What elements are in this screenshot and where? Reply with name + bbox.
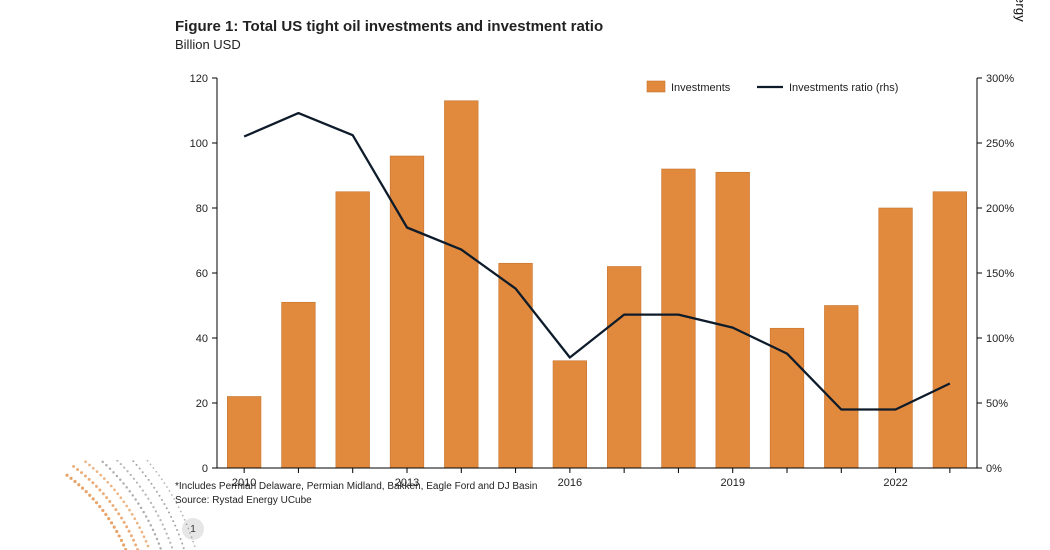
bar (879, 208, 913, 468)
bar (716, 172, 750, 468)
chart: 0 20 40 60 80 100 120 0% 50% 100% 150% 200% 250% 300%… (175, 74, 1027, 499)
svg-text:120: 120 (190, 74, 208, 85)
chart-subtitle: Billion USD (175, 37, 603, 52)
svg-text:50%: 50% (986, 398, 1008, 410)
bar (444, 101, 478, 468)
bar (499, 263, 533, 468)
legend-swatch-bars (647, 81, 665, 92)
svg-text:2019: 2019 (720, 477, 744, 489)
legend-label-line: Investments ratio (rhs) (789, 82, 898, 94)
svg-text:150%: 150% (986, 268, 1014, 280)
svg-text:250%: 250% (986, 138, 1014, 150)
svg-text:0: 0 (202, 463, 208, 475)
svg-text:300%: 300% (986, 74, 1014, 85)
svg-text:60: 60 (196, 268, 208, 280)
bar (227, 397, 261, 469)
legend-label-bars: Investments (671, 82, 731, 94)
svg-text:200%: 200% (986, 203, 1014, 215)
bar (390, 156, 424, 468)
brand-part2: Energy (1013, 0, 1028, 22)
chart-title: Figure 1: Total US tight oil investments… (175, 18, 603, 35)
svg-text:100: 100 (190, 138, 208, 150)
bar (336, 192, 370, 468)
bar (607, 267, 641, 469)
svg-text:2022: 2022 (883, 477, 907, 489)
chart-svg: 0 20 40 60 80 100 120 0% 50% 100% 150% 200% 250% 300%… (175, 74, 1027, 494)
svg-text:80: 80 (196, 203, 208, 215)
footnote-line1: *Includes Permian Delaware, Permian Midl… (175, 480, 537, 494)
bar (553, 361, 587, 468)
bar (282, 302, 316, 468)
brand-logo: RystadEnergy (1013, 0, 1028, 22)
footnote-line2: Source: Rystad Energy UCube (175, 494, 537, 508)
page-number: 1 (182, 518, 204, 540)
svg-text:100%: 100% (986, 333, 1014, 345)
footnote: *Includes Permian Delaware, Permian Midl… (175, 480, 537, 507)
svg-text:20: 20 (196, 398, 208, 410)
svg-text:2016: 2016 (558, 477, 582, 489)
title-block: Figure 1: Total US tight oil investments… (175, 18, 603, 52)
svg-text:40: 40 (196, 333, 208, 345)
bar (824, 306, 858, 469)
svg-text:0%: 0% (986, 463, 1002, 475)
bar (933, 192, 967, 468)
